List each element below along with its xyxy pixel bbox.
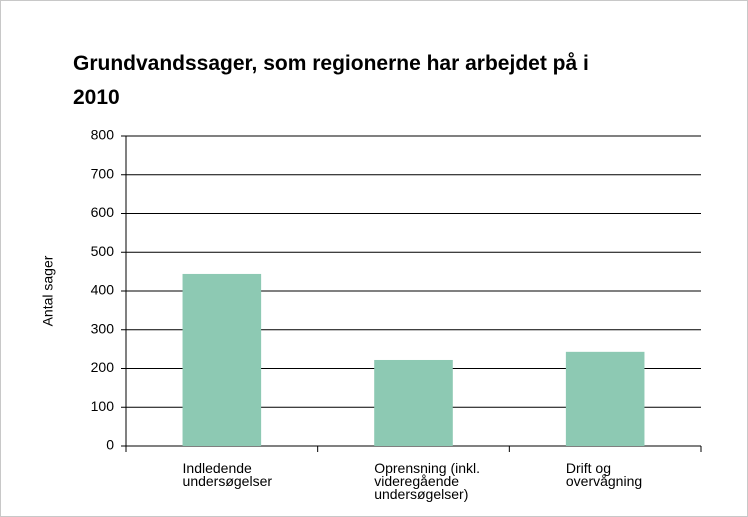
y-tick-label: 400 xyxy=(91,282,115,298)
y-tick-label: 200 xyxy=(91,359,115,375)
chart-title: Grundvandssager, som regionerne har arbe… xyxy=(73,52,589,109)
y-tick-label: 0 xyxy=(106,437,114,453)
y-tick-label: 500 xyxy=(91,243,115,259)
y-tick-label: 600 xyxy=(91,204,115,220)
y-tick-label: 100 xyxy=(91,398,115,414)
y-tick-label: 700 xyxy=(91,165,115,181)
x-tick-label: Drift og overvågning xyxy=(565,460,643,489)
bar xyxy=(182,273,262,446)
x-tick-label: Oprensning (inkl. videregående undersøge… xyxy=(374,460,481,502)
x-tick-label: Indledende undersøgelser xyxy=(182,460,273,489)
y-tick-label: 300 xyxy=(91,320,115,336)
bar xyxy=(374,359,453,446)
y-axis-label: Antal sager xyxy=(40,255,56,326)
bar xyxy=(565,351,645,446)
y-tick-label: 800 xyxy=(91,127,115,143)
